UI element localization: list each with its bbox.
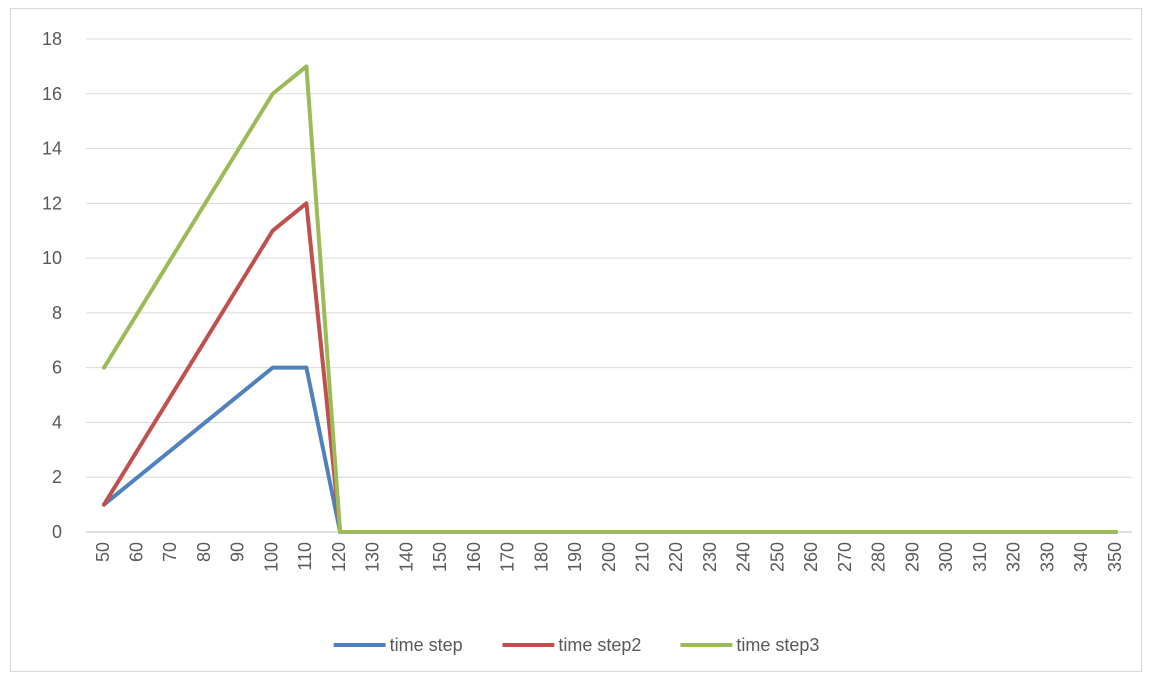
y-tick-label: 2 — [52, 467, 62, 487]
legend-label: time step2 — [558, 635, 641, 655]
x-tick-label: 260 — [801, 542, 821, 572]
x-axis-tick-labels: 50 60 70 80 90 100 110 120 130 140 150 160 170 180 190… — [93, 542, 1125, 572]
series-line-1 — [102, 365, 1118, 534]
legend-item-1: time step — [333, 635, 463, 655]
y-tick-label: 10 — [42, 248, 62, 268]
x-tick-label: 200 — [599, 542, 619, 572]
y-axis-tick-labels: 0 2 4 6 8 10 12 14 16 18 — [42, 29, 62, 542]
x-tick-label: 330 — [1037, 542, 1057, 572]
series-lines — [102, 64, 1118, 534]
x-tick-label: 140 — [396, 542, 416, 572]
x-tick-label: 230 — [700, 542, 720, 572]
x-tick-label: 170 — [498, 542, 518, 572]
x-tick-label: 320 — [1004, 542, 1024, 572]
x-tick-label: 310 — [970, 542, 990, 572]
y-tick-label: 18 — [42, 29, 62, 49]
x-tick-label: 60 — [126, 542, 146, 562]
x-tick-label: 100 — [261, 542, 281, 572]
x-tick-label: 290 — [902, 542, 922, 572]
x-tick-label: 80 — [194, 542, 214, 562]
gridlines — [86, 38, 1132, 533]
legend: time step time step2 time step3 — [333, 635, 819, 655]
x-tick-label: 350 — [1105, 542, 1125, 572]
legend-label: time step — [390, 635, 463, 655]
legend-item-2: time step2 — [502, 635, 641, 655]
y-tick-label: 8 — [52, 303, 62, 323]
x-tick-label: 300 — [936, 542, 956, 572]
x-tick-label: 110 — [295, 542, 315, 571]
y-tick-label: 12 — [42, 193, 62, 213]
legend-item-3: time step3 — [680, 635, 819, 655]
x-tick-label: 180 — [531, 542, 551, 572]
chart-area — [10, 8, 1142, 672]
x-tick-label: 250 — [767, 542, 787, 572]
x-tick-label: 130 — [363, 542, 383, 572]
y-tick-label: 14 — [42, 139, 62, 159]
x-tick-label: 70 — [160, 542, 180, 562]
x-tick-label: 220 — [666, 542, 686, 572]
x-tick-label: 340 — [1071, 542, 1091, 572]
y-tick-label: 16 — [42, 84, 62, 104]
series-line-3 — [102, 64, 1118, 534]
x-tick-label: 270 — [835, 542, 855, 572]
x-tick-label: 120 — [329, 542, 349, 572]
x-tick-label: 210 — [632, 542, 652, 572]
x-tick-label: 190 — [565, 542, 585, 572]
x-tick-label: 160 — [464, 542, 484, 572]
y-tick-label: 0 — [52, 522, 62, 542]
x-tick-label: 240 — [734, 542, 754, 572]
legend-label: time step3 — [736, 635, 819, 655]
x-tick-label: 90 — [228, 542, 248, 562]
y-tick-label: 4 — [52, 412, 62, 432]
x-tick-label: 280 — [869, 542, 889, 572]
y-tick-label: 6 — [52, 358, 62, 378]
x-tick-label: 150 — [430, 542, 450, 572]
x-tick-label: 50 — [93, 542, 113, 562]
